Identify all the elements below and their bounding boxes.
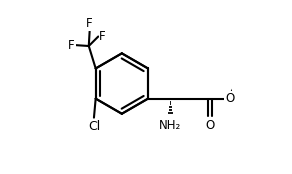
Text: O: O (225, 92, 234, 105)
Text: Cl: Cl (88, 120, 100, 133)
Text: F: F (86, 17, 93, 30)
Text: F: F (68, 39, 75, 52)
Text: O: O (206, 119, 215, 132)
Text: F: F (99, 30, 106, 43)
Text: NH₂: NH₂ (159, 119, 182, 132)
